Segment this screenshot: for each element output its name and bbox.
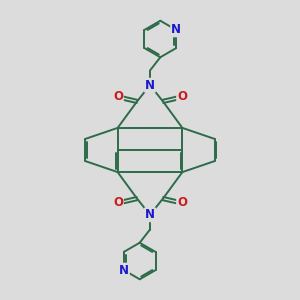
Text: N: N <box>119 264 129 277</box>
Text: O: O <box>113 91 123 103</box>
Text: N: N <box>145 79 155 92</box>
Text: N: N <box>145 208 155 221</box>
Text: O: O <box>177 196 187 209</box>
Text: O: O <box>177 91 187 103</box>
Text: O: O <box>113 196 123 209</box>
Text: N: N <box>171 23 181 36</box>
